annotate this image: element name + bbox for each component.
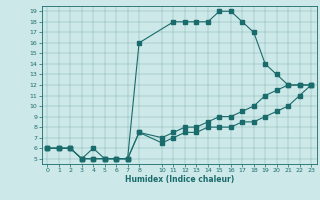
X-axis label: Humidex (Indice chaleur): Humidex (Indice chaleur) [124, 175, 234, 184]
